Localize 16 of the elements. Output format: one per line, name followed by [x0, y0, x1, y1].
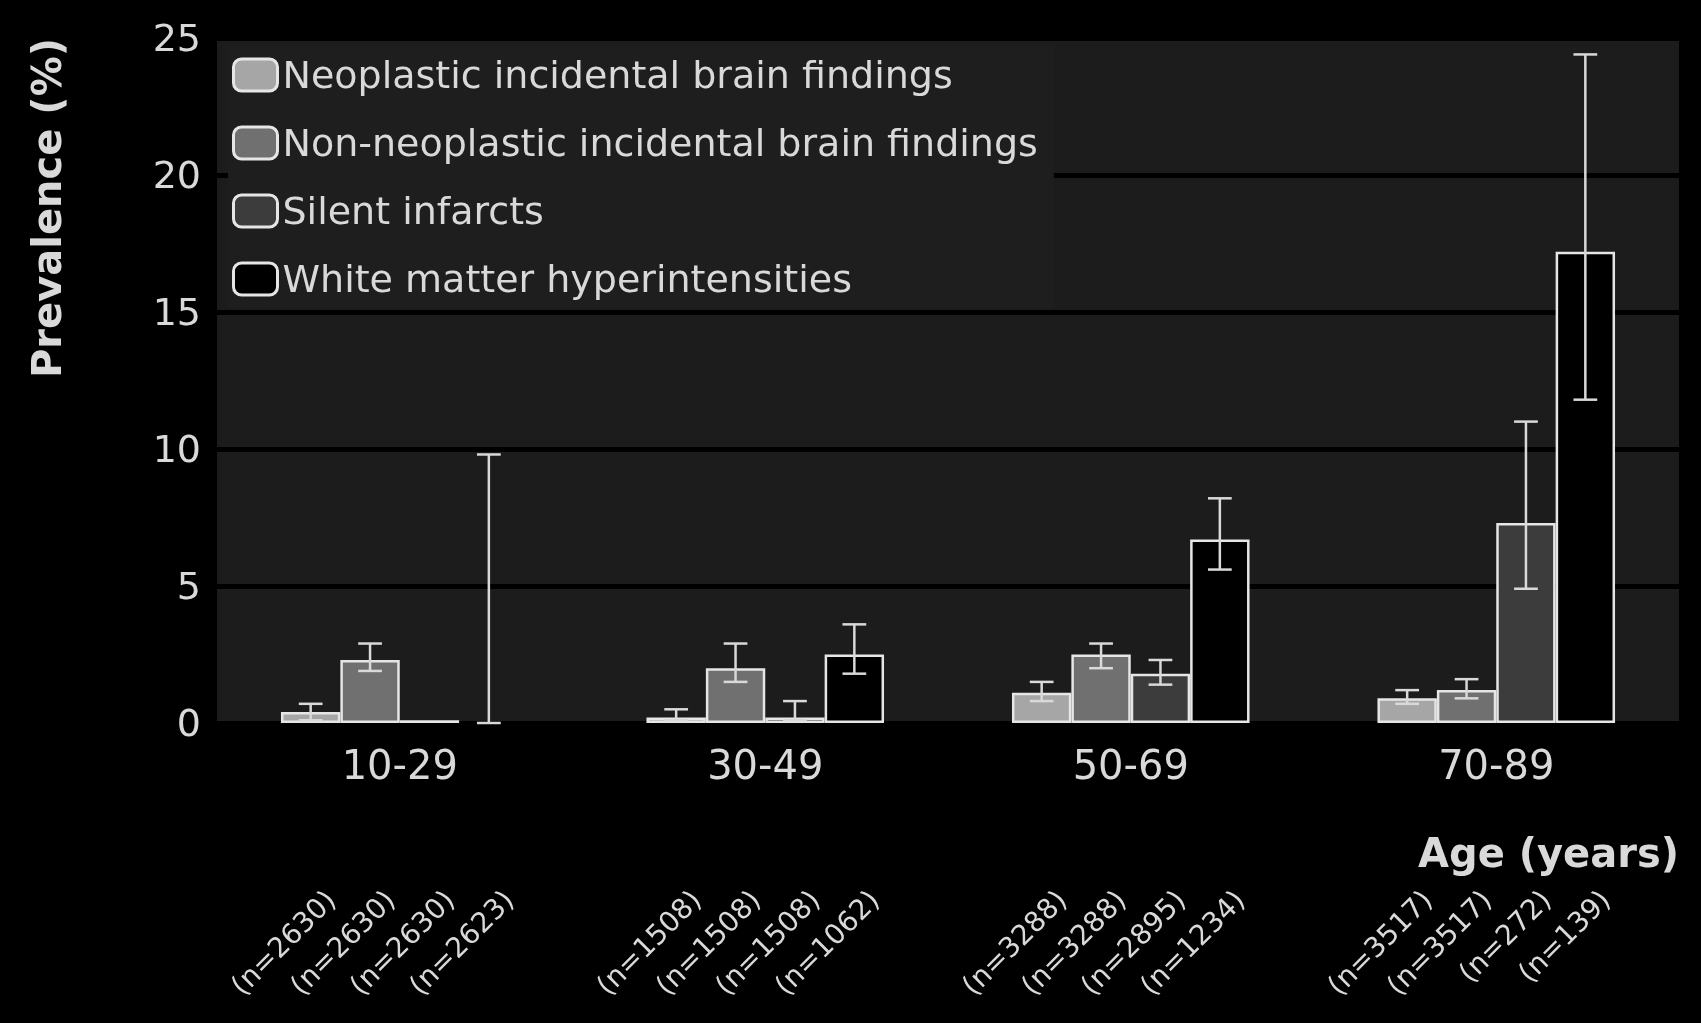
legend-label: Silent infarcts	[282, 189, 544, 233]
x-tick-label: 70-89	[1438, 742, 1555, 788]
legend-label: Neoplastic incidental brain findings	[282, 53, 953, 97]
y-tick-label: 25	[152, 16, 201, 60]
y-tick-label: 10	[152, 427, 201, 471]
y-tick-label: 20	[152, 153, 201, 197]
x-tick-label: 10-29	[341, 742, 458, 788]
x-tick-label: 30-49	[707, 742, 824, 788]
y-axis-title: Prevalence (%)	[24, 38, 70, 378]
y-tick-label: 15	[152, 290, 201, 334]
y-tick-label: 5	[176, 564, 201, 608]
legend-label: White matter hyperintensities	[282, 257, 852, 301]
x-tick-label: 50-69	[1072, 742, 1189, 788]
legend-label: Non-neoplastic incidental brain findings	[282, 121, 1038, 165]
y-tick-label: 0	[176, 701, 201, 745]
x-axis-title: Age (years)	[1418, 830, 1679, 876]
